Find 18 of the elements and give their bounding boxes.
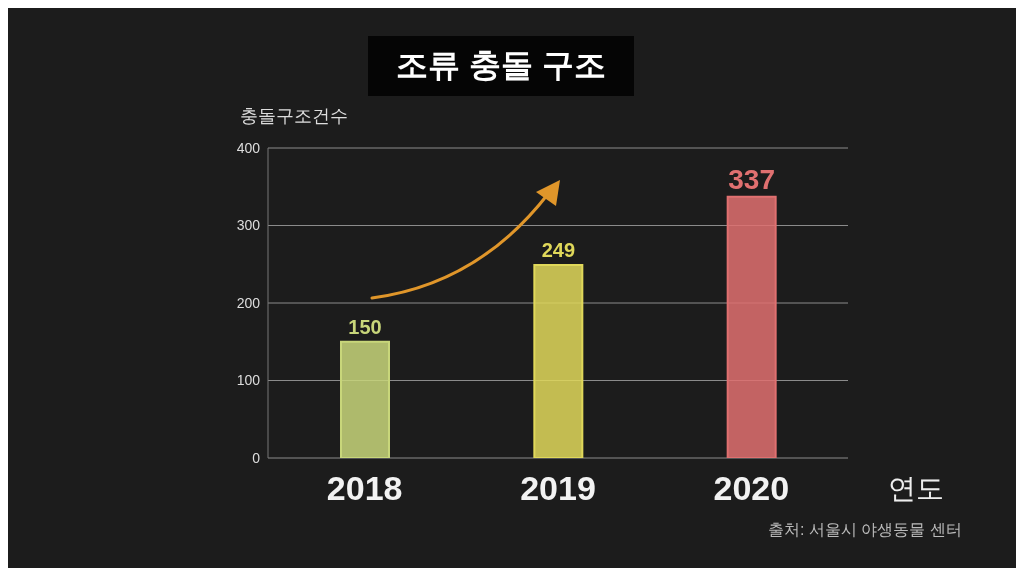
y-tick-label: 200 [236, 294, 261, 311]
data-label: 150 [348, 315, 382, 338]
y-tick-label: 400 [236, 139, 261, 156]
bar [726, 195, 777, 458]
x-tick-label: 2018 [326, 469, 403, 508]
data-label: 249 [541, 239, 576, 262]
x-tick-label: 2020 [713, 469, 790, 508]
bar [340, 340, 390, 458]
y-tick-label: 100 [236, 372, 261, 389]
chart-title: 조류 충돌 구조 [368, 36, 634, 96]
x-axis-title: 연도 [888, 472, 944, 506]
y-tick-label: 0 [252, 449, 261, 466]
y-axis-title: 충돌구조건수 [240, 105, 348, 128]
source-note: 출처: 서울시 야생동물 센터 [768, 520, 962, 540]
data-label: 337 [728, 163, 776, 195]
y-tick-label: 300 [236, 217, 261, 234]
bar [533, 264, 584, 458]
x-tick-label: 2019 [520, 469, 596, 508]
